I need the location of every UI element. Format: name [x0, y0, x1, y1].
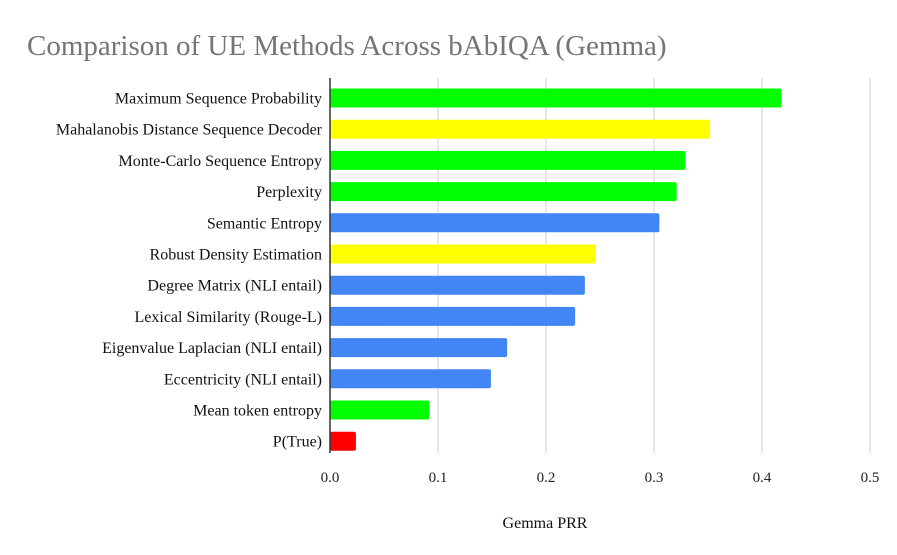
category-label: Lexical Similarity (Rouge-L) [135, 309, 323, 326]
bar [330, 338, 508, 358]
x-tick-label: 0.5 [861, 470, 880, 486]
category-label: P(True) [273, 434, 322, 451]
category-label: Degree Matrix (NLI entail) [147, 278, 322, 295]
bar [330, 244, 596, 264]
bar [330, 400, 430, 420]
bar [330, 213, 660, 233]
bar [330, 150, 686, 170]
bar [330, 119, 711, 139]
category-label: Eigenvalue Laplacian (NLI entail) [102, 340, 322, 357]
bar [330, 182, 677, 202]
bars [330, 88, 782, 451]
bar [330, 369, 491, 389]
category-label: Maximum Sequence Probability [115, 91, 322, 108]
category-label: Perplexity [256, 184, 322, 201]
category-label: Mean token entropy [193, 403, 322, 420]
category-labels: Maximum Sequence Probability Mahalanobis … [56, 91, 323, 451]
bar [330, 88, 782, 108]
x-axis-title: Gemma PRR [503, 515, 588, 532]
x-tick-label: 0.1 [429, 470, 448, 486]
bar [330, 306, 576, 326]
x-tick-label: 0.2 [537, 470, 556, 486]
x-tick-label: 0.3 [645, 470, 664, 486]
bar [330, 431, 356, 451]
category-label: Semantic Entropy [207, 215, 322, 232]
bar [330, 275, 585, 295]
category-label: Robust Density Estimation [150, 247, 322, 264]
category-label: Eccentricity (NLI entail) [164, 371, 322, 388]
category-label: Mahalanobis Distance Sequence Decoder [56, 122, 323, 139]
gridlines [437, 78, 871, 453]
x-tick-label: 0.0 [321, 470, 340, 486]
chart-title: Comparison of UE Methods Across bAbIQA (… [27, 30, 667, 62]
category-label: Monte-Carlo Sequence Entropy [119, 153, 323, 170]
x-tick-labels: 0.0 0.1 0.2 0.3 0.4 0.5 [321, 470, 880, 486]
x-tick-label: 0.4 [753, 470, 772, 486]
